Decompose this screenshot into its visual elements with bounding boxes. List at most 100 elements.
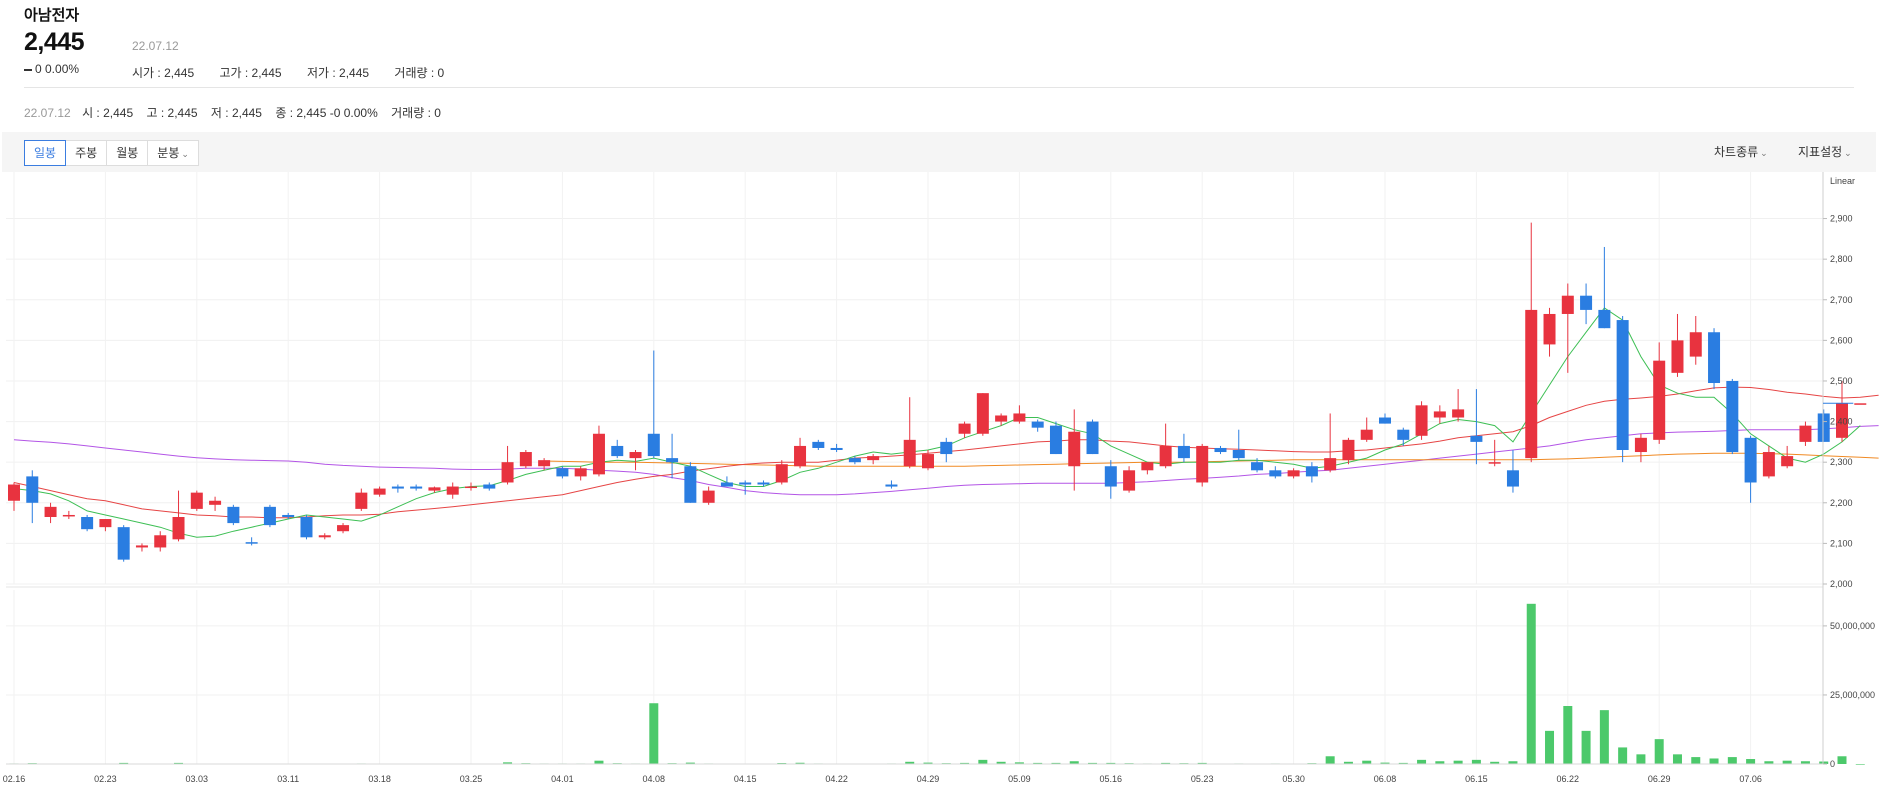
x-tick-label: 06.22 <box>1557 774 1580 784</box>
candle-body <box>1470 435 1483 442</box>
x-tick-label: 06.15 <box>1465 774 1488 784</box>
candle-body <box>1653 360 1666 440</box>
candle-body <box>227 506 240 524</box>
candle-body <box>830 447 843 450</box>
candle-body <box>135 545 148 548</box>
chart-type-dropdown[interactable]: 차트종류 ⌄ <box>1714 143 1768 160</box>
candle-body <box>1104 466 1117 487</box>
x-tick-label: 04.01 <box>551 774 574 784</box>
candle-body <box>684 466 697 503</box>
candle-body <box>1708 332 1721 383</box>
stock-name: 아남전자 <box>24 7 80 24</box>
volume-bar <box>1672 754 1682 764</box>
volume-bar <box>1545 730 1555 764</box>
x-tick-label: 05.30 <box>1282 774 1305 784</box>
volume-bar <box>1764 761 1774 764</box>
x-tick-label: 04.29 <box>917 774 940 784</box>
tab-weekly[interactable]: 주봉 <box>66 141 108 165</box>
volume-tick-label: 50,000,000 <box>1830 621 1875 631</box>
candle-body <box>465 486 477 489</box>
candle-body <box>1561 295 1574 314</box>
moving-average-lines <box>13 307 1879 538</box>
candle-body <box>300 517 313 538</box>
y-tick-label: 2,400 <box>1830 417 1853 427</box>
volume-bar <box>1727 757 1737 764</box>
indicator-settings-dropdown[interactable]: 지표설정 ⌄ <box>1798 143 1852 160</box>
candle-body <box>574 468 587 477</box>
volume-bar <box>978 759 988 764</box>
volume-bar <box>1033 762 1043 764</box>
quote-stats: 시가 : 2,445 고가 : 2,445 저가 : 2,445 거래량 : 0 <box>132 64 466 81</box>
candle-body <box>209 500 222 505</box>
x-tick-label: 05.23 <box>1191 774 1214 784</box>
chevron-down-icon: ⌄ <box>1844 148 1852 158</box>
candle-body <box>1598 309 1611 329</box>
price-change-value: 0 0.00% <box>35 62 80 76</box>
volume-bar <box>1069 761 1079 764</box>
candle-body <box>1324 458 1337 471</box>
candle-body <box>1817 413 1830 442</box>
volume-bar <box>174 762 184 764</box>
candle-body <box>1689 332 1702 357</box>
y-tick-label: 2,100 <box>1830 538 1853 548</box>
candle-body <box>848 458 861 463</box>
y-tick-label: 2,300 <box>1830 457 1853 467</box>
tab-minute[interactable]: 분봉 ⌄ <box>148 141 198 165</box>
candle-body <box>1196 445 1209 483</box>
tab-monthly[interactable]: 월봉 <box>107 141 149 165</box>
candle-body <box>1616 320 1629 450</box>
volume-bar <box>1398 762 1408 764</box>
candle-body <box>958 423 971 434</box>
candle-body <box>629 452 642 459</box>
candle-body <box>1762 452 1775 477</box>
chart-grid <box>6 172 1823 765</box>
candle-body <box>1068 431 1081 467</box>
volume-bar <box>1362 760 1372 764</box>
candle-body <box>1506 470 1519 487</box>
candle-body <box>976 393 989 434</box>
volume-bar <box>594 760 604 764</box>
candle-body <box>739 482 752 485</box>
candle-body <box>812 441 825 448</box>
candle-body <box>867 456 880 461</box>
candle-body <box>1525 309 1538 459</box>
candle-body <box>885 484 898 487</box>
y-tick-label: 2,900 <box>1830 214 1853 224</box>
candle-body <box>245 542 258 544</box>
candle-body <box>154 535 167 548</box>
volume-bar <box>1636 754 1646 764</box>
candle-body <box>1799 425 1812 442</box>
x-tick-label: 03.18 <box>368 774 391 784</box>
volume-bar <box>996 761 1006 764</box>
volume-bar <box>905 761 915 764</box>
candle-body <box>337 525 350 532</box>
candle-body <box>1854 403 1867 405</box>
candle-body <box>1214 447 1227 453</box>
candle-body <box>1360 429 1373 440</box>
candle-body <box>1305 466 1318 477</box>
open-price: 시가 : 2,445 <box>132 66 195 80</box>
candle-body <box>446 486 459 495</box>
x-tick-label: 04.08 <box>643 774 666 784</box>
candle-body <box>1726 380 1739 453</box>
x-tick-label: 05.09 <box>1008 774 1031 784</box>
scale-mode-label: Linear <box>1830 176 1855 186</box>
volume-bar <box>1508 761 1518 764</box>
candle-body <box>1049 425 1062 455</box>
high-price: 고가 : 2,445 <box>219 66 282 80</box>
x-tick-label: 02.23 <box>94 774 117 784</box>
volume-bar <box>1526 603 1536 764</box>
tab-daily[interactable]: 일봉 <box>24 140 67 166</box>
candle-body <box>757 482 770 485</box>
volume-bar <box>1453 760 1463 764</box>
volume-bar <box>1380 762 1390 764</box>
chart-toolbar: 일봉 주봉 월봉 분봉 ⌄ 차트종류 ⌄ 지표설정 ⌄ <box>2 132 1876 172</box>
chart-type-label: 차트종류 <box>1714 145 1759 159</box>
candle-body <box>373 488 386 495</box>
volume-bar <box>685 762 695 764</box>
chart-axes: Linear 2,000 2,100 2,200 2,300 2,400 2,500 2,60… <box>3 172 1875 784</box>
stock-chart[interactable]: Linear 2,000 2,100 2,200 2,300 2,400 2,500 2,60… <box>0 172 1882 788</box>
candle-body <box>1415 405 1428 436</box>
quote-date: 22.07.12 <box>132 39 179 53</box>
candle-body <box>794 445 807 467</box>
